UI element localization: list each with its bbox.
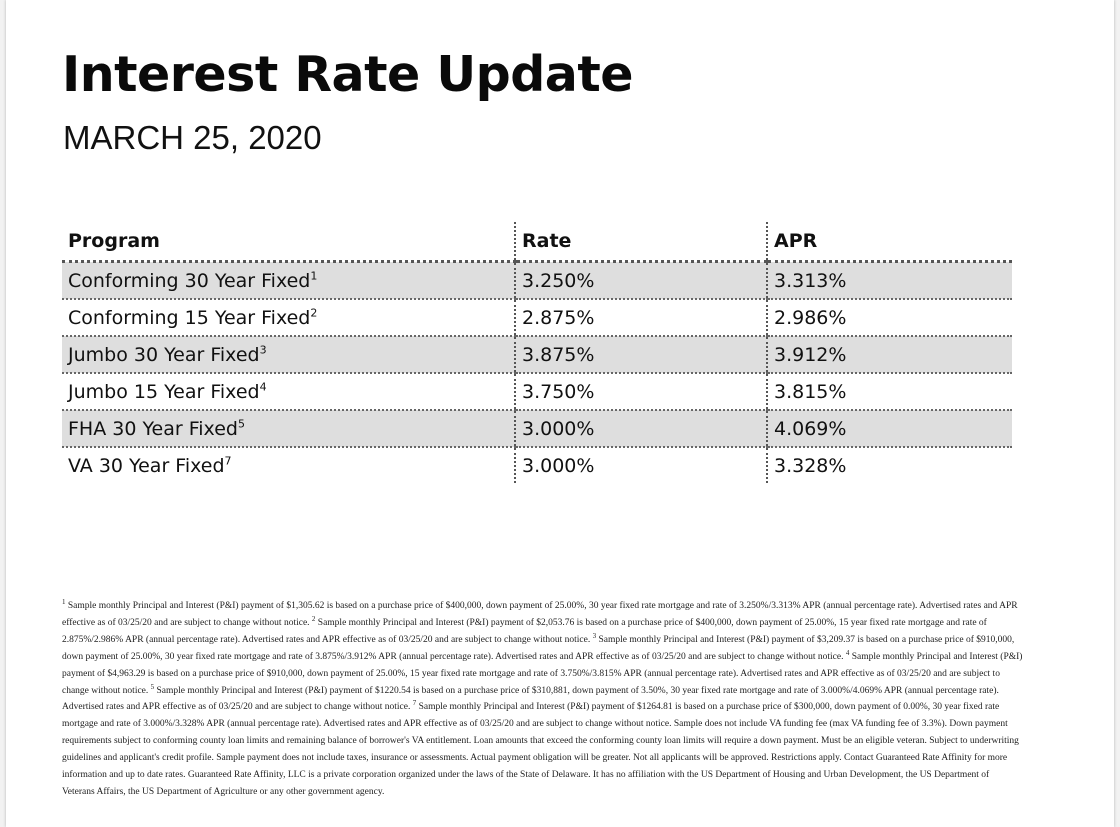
apr-cell: 3.912% — [766, 336, 1012, 374]
program-name: FHA 30 Year Fixed — [68, 417, 238, 440]
apr-cell: 3.313% — [766, 261, 1012, 300]
rate-cell: 3.750% — [514, 373, 767, 411]
program-cell: VA 30 Year Fixed7 — [62, 447, 515, 483]
rate-cell: 3.000% — [514, 410, 767, 448]
program-cell: FHA 30 Year Fixed5 — [62, 410, 515, 448]
footnote-text: Sample monthly Principal and Interest (P… — [62, 634, 1015, 662]
column-header-program: Program — [62, 222, 515, 263]
column-header-rate: Rate — [514, 222, 767, 263]
footnote-marker: 3 — [592, 631, 597, 640]
program-name: Jumbo 15 Year Fixed — [68, 380, 260, 403]
program-cell: Jumbo 30 Year Fixed3 — [62, 336, 515, 374]
table-row: FHA 30 Year Fixed5 3.000% 4.069% — [62, 410, 1012, 448]
program-cell: Conforming 15 Year Fixed2 — [62, 299, 515, 337]
footnote-marker: 2 — [310, 306, 318, 320]
program-name: Jumbo 30 Year Fixed — [68, 343, 260, 366]
table-row: Jumbo 15 Year Fixed4 3.750% 3.815% — [62, 373, 1012, 411]
footnote-marker: 3 — [259, 343, 267, 357]
footnote-marker: 1 — [62, 597, 66, 606]
column-header-apr: APR — [766, 222, 1012, 263]
rates-table-body: Conforming 30 Year Fixed1 3.250% 3.313% Con… — [62, 261, 1012, 483]
rate-cell: 3.875% — [514, 336, 767, 374]
footnote-marker: 1 — [310, 269, 318, 283]
apr-cell: 4.069% — [766, 410, 1012, 448]
program-cell: Jumbo 15 Year Fixed4 — [62, 373, 515, 411]
footnote-marker: 7 — [224, 454, 232, 468]
rate-cell: 3.000% — [514, 447, 767, 483]
apr-cell: 2.986% — [766, 299, 1012, 337]
footnote-marker: 7 — [412, 699, 417, 708]
program-name: VA 30 Year Fixed — [68, 454, 225, 477]
page-title: Interest Rate Update — [62, 46, 634, 103]
apr-cell: 3.815% — [766, 373, 1012, 411]
footnote-text: Sample monthly Principal and Interest (P… — [62, 702, 1019, 797]
table-row: VA 30 Year Fixed7 3.000% 3.328% — [62, 447, 1012, 483]
footnote-marker: 4 — [845, 648, 850, 657]
footnote-text: Sample monthly Principal and Interest (P… — [62, 617, 987, 645]
footnote-text: Sample monthly Principal and Interest (P… — [62, 651, 1023, 696]
program-cell: Conforming 30 Year Fixed1 — [62, 261, 515, 300]
footnote-disclaimer: 1 Sample monthly Principal and Interest … — [62, 598, 1024, 801]
table-row: Conforming 15 Year Fixed2 2.875% 2.986% — [62, 299, 1012, 337]
rate-cell: 3.250% — [514, 261, 767, 300]
program-name: Conforming 15 Year Fixed — [68, 306, 311, 329]
footnote-text: Sample monthly Principal and Interest (P… — [62, 601, 1018, 628]
footnote-marker: 5 — [150, 682, 155, 691]
page-date: MARCH 25, 2020 — [63, 119, 322, 156]
program-name: Conforming 30 Year Fixed — [68, 269, 311, 292]
apr-cell: 3.328% — [766, 447, 1012, 483]
footnote-marker: 2 — [311, 614, 316, 623]
rates-table: Program Rate APR Conforming 30 Year Fixe… — [62, 222, 1012, 483]
rate-cell: 2.875% — [514, 299, 767, 337]
table-header-row: Program Rate APR — [62, 222, 1012, 263]
footnote-marker: 5 — [237, 417, 245, 431]
table-row: Jumbo 30 Year Fixed3 3.875% 3.912% — [62, 336, 1012, 374]
footnote-text: Sample monthly Principal and Interest (P… — [62, 685, 999, 713]
table-row: Conforming 30 Year Fixed1 3.250% 3.313% — [62, 261, 1012, 300]
footnote-marker: 4 — [259, 380, 267, 394]
document-page: Interest Rate Update MARCH 25, 2020 Prog… — [6, 0, 1114, 827]
